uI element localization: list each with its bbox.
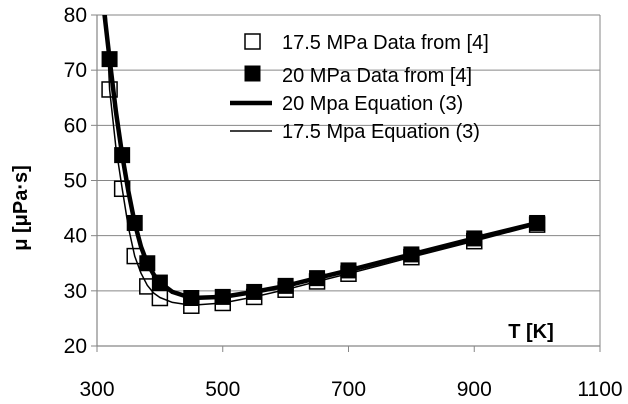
grid-lines: [97, 14, 600, 292]
y-tick-label-40: 40: [64, 225, 87, 248]
legend-marker-filled-square: [244, 65, 261, 82]
x-tick-label-700: 700: [331, 378, 366, 401]
data-20-mpa-point-13: [529, 214, 546, 231]
data-20-mpa-point-10: [340, 262, 357, 279]
tick-labels: 20 30 40 50 60 70 80 300 500 700 900 1100: [64, 4, 623, 401]
axes: [91, 14, 601, 352]
data-20-mpa-point-4: [151, 274, 168, 291]
data-20-mpa-point-6: [214, 288, 231, 305]
x-tick-label-1100: 1100: [577, 378, 622, 401]
y-tick-label-30: 30: [64, 280, 87, 303]
data-20-mpa-point-2: [126, 214, 143, 231]
legend-label-20-mpa-data: 20 MPa Data from [4]: [282, 65, 472, 87]
legend-label-17-5-mpa-data: 17.5 MPa Data from [4]: [282, 32, 489, 54]
y-axis-title: μ [μPa·s]: [10, 165, 32, 251]
y-tick-label-70: 70: [64, 59, 87, 82]
y-tick-label-60: 60: [64, 114, 87, 137]
x-tick-label-500: 500: [205, 378, 240, 401]
y-tick-label-50: 50: [64, 170, 87, 193]
data-20-mpa-point-11: [403, 246, 420, 263]
data-20-mpa-point-3: [139, 255, 156, 272]
data-20-mpa-point-7: [246, 283, 263, 300]
data-20-mpa-point-8: [277, 277, 294, 294]
series-layer: [101, 15, 546, 314]
legend-marker-hollow-square: [244, 33, 261, 50]
x-axis-title: T [K]: [508, 321, 554, 343]
data-20-mpa-point-12: [466, 230, 483, 247]
x-tick-label-900: 900: [457, 378, 492, 401]
y-tick-label-20: 20: [64, 335, 87, 358]
legend: 17.5 MPa Data from [4] 20 MPa Data from …: [230, 32, 489, 143]
data-20-mpa-point-9: [309, 270, 326, 287]
data-20-mpa-point-0: [101, 51, 118, 68]
y-tick-label-80: 80: [64, 4, 87, 27]
data-20-mpa-point-1: [114, 147, 131, 164]
x-tick-label-300: 300: [79, 378, 114, 401]
data-20-mpa-group: [101, 51, 546, 307]
data-20-mpa-point-5: [183, 290, 200, 307]
legend-label-20-mpa-equation: 20 Mpa Equation (3): [282, 93, 463, 115]
legend-label-17-5-mpa-equation: 17.5 Mpa Equation (3): [282, 121, 480, 143]
